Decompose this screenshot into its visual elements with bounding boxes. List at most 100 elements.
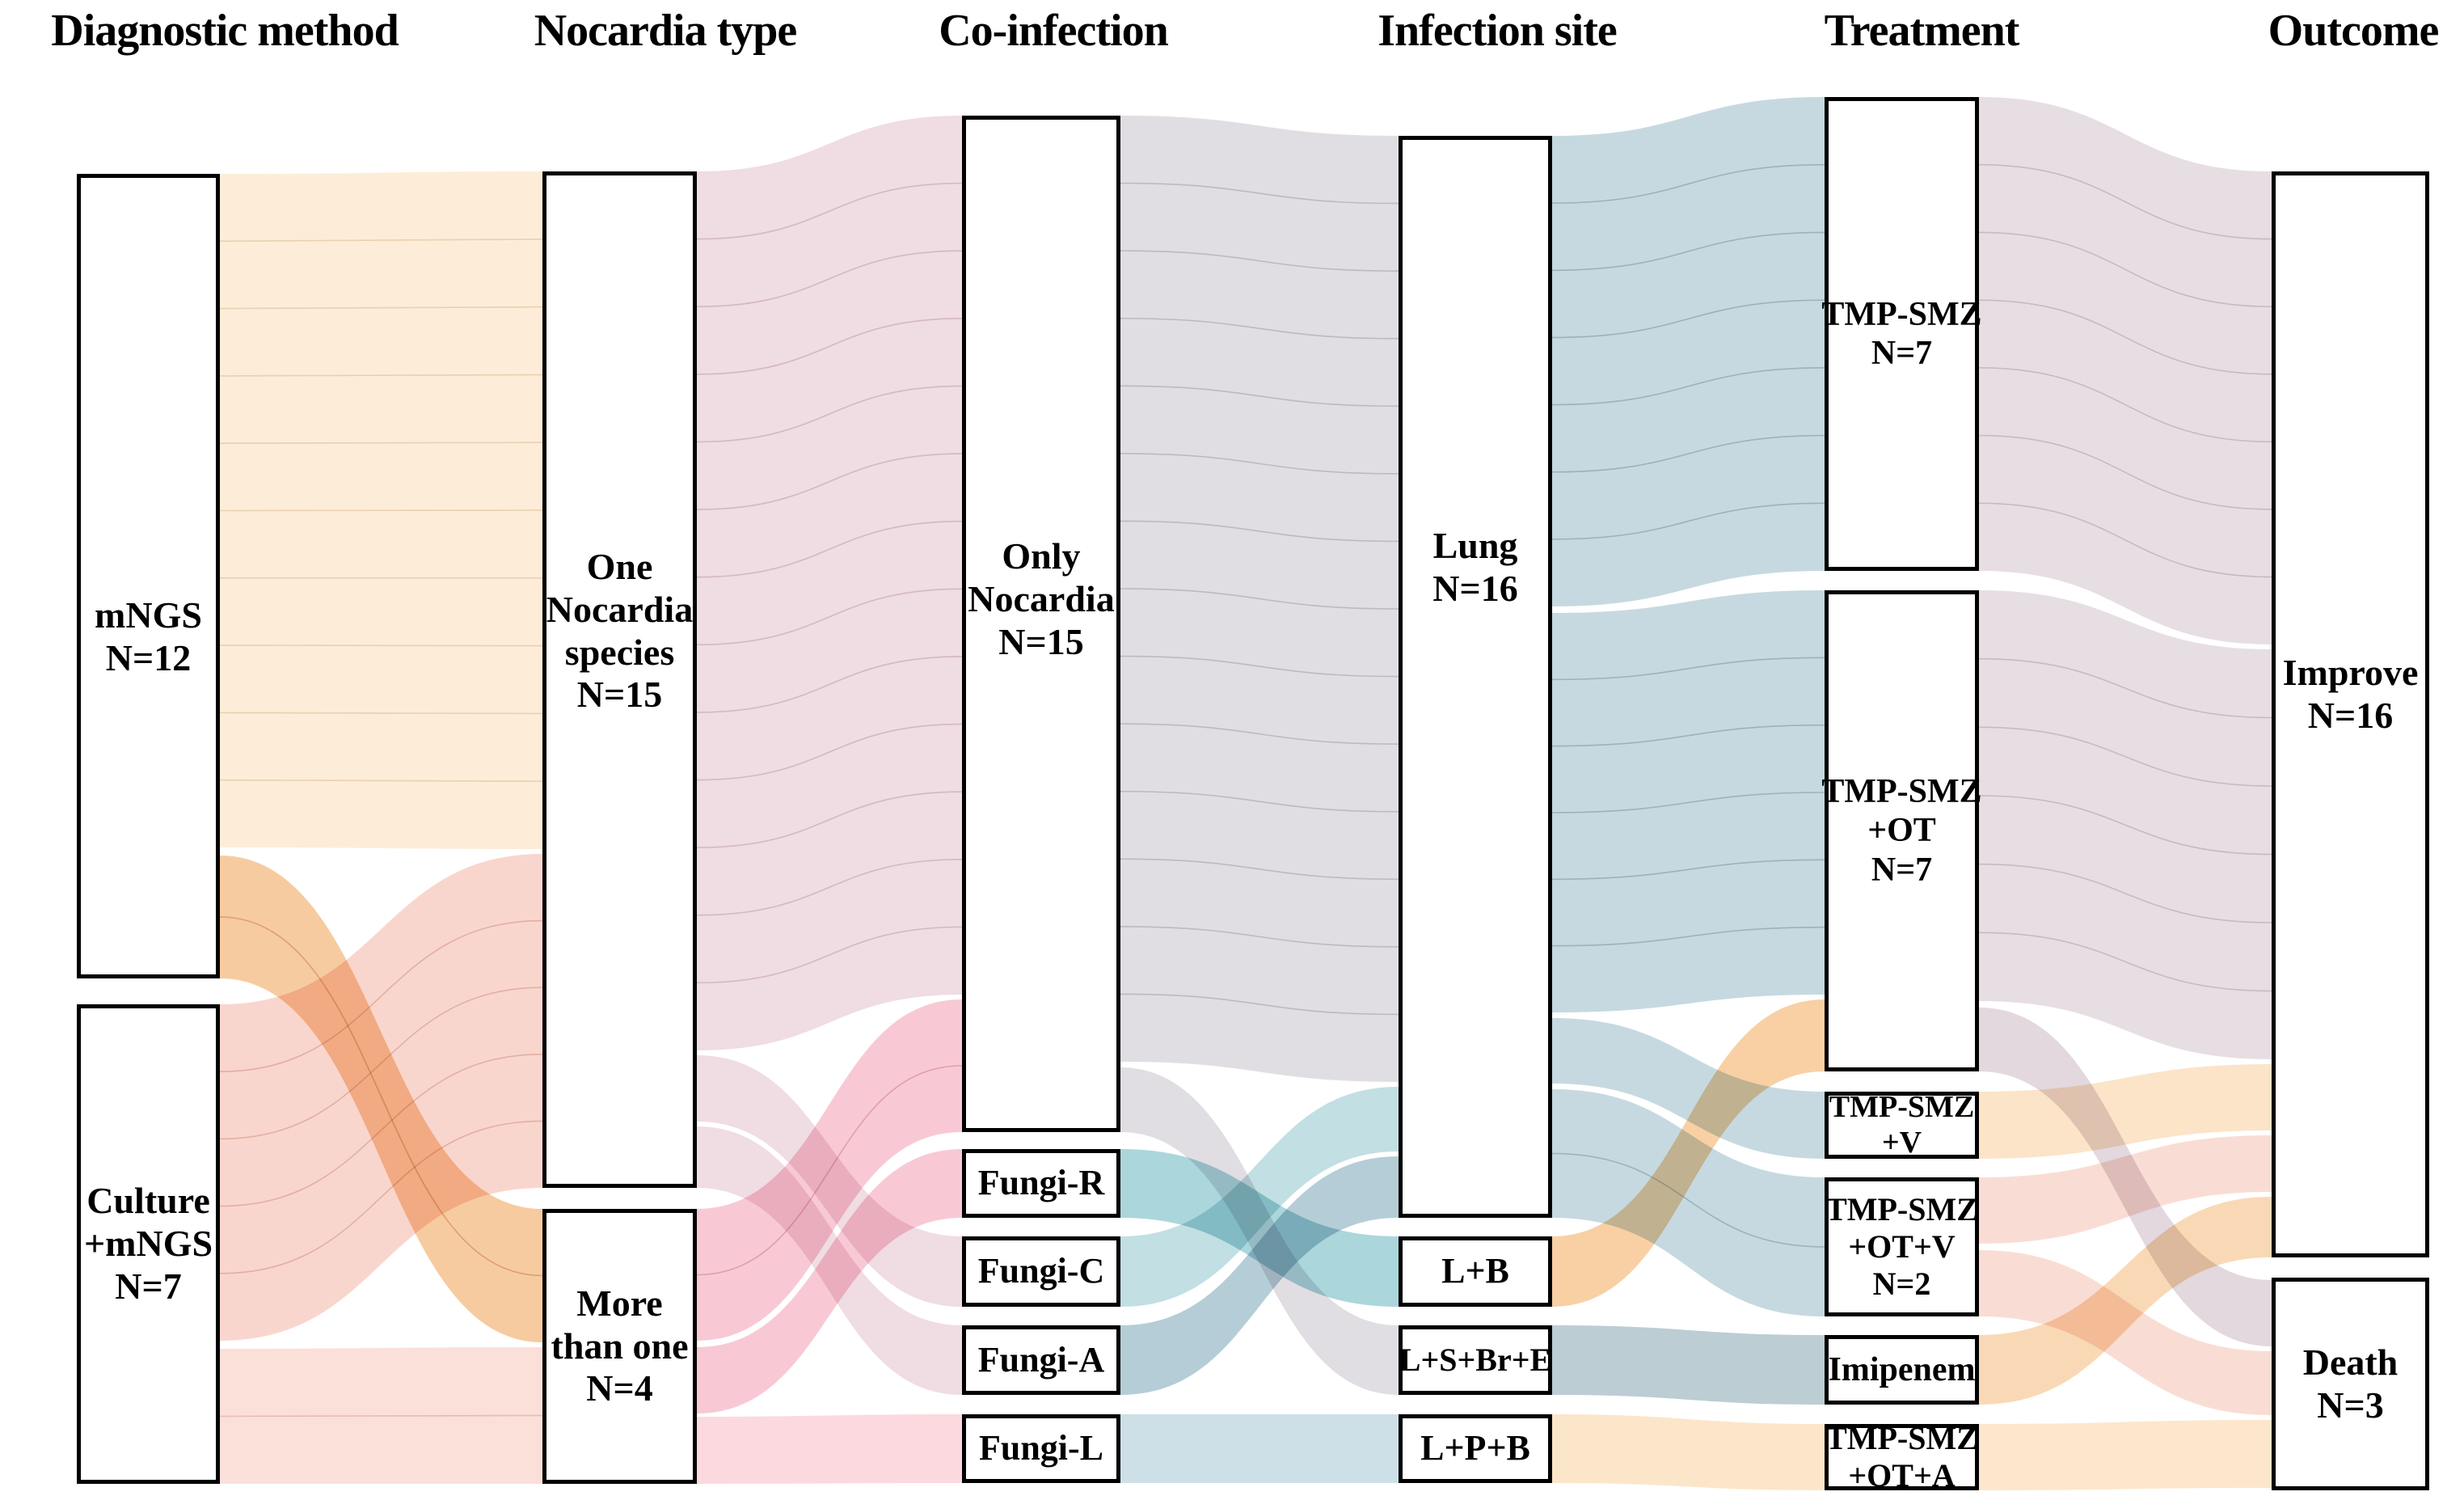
node-lpb: L+P+B	[1399, 1414, 1552, 1483]
flow-strand	[1551, 367, 1825, 406]
column-header-diagnostic-method: Diagnostic method	[51, 6, 399, 56]
flow-strand	[219, 1414, 543, 1418]
flow-strand	[1978, 726, 2272, 787]
flow-strand	[219, 442, 543, 444]
flow-strand	[219, 509, 543, 512]
flow-strand	[696, 858, 963, 916]
node-fungi_r: Fungi-R	[962, 1149, 1120, 1218]
node-one: One Nocardia species N=15	[542, 171, 697, 1188]
node-lb: L+B	[1399, 1236, 1552, 1307]
flow-strand	[1551, 792, 1825, 813]
node-fungi_l: Fungi-L	[962, 1414, 1120, 1483]
flow-strand	[1978, 299, 2272, 375]
flow-fungi_l-to-lpb	[1120, 1414, 1399, 1483]
flow-tmpotv-to-improve	[1979, 1135, 2272, 1244]
node-label-fungi_l: Fungi-L	[978, 1428, 1104, 1468]
flow-fungi_c-to-lung	[1120, 1087, 1399, 1307]
flow-lung-to-tmpot	[1552, 590, 1825, 1012]
flow-culture-to-one	[220, 854, 542, 1341]
flow-strand	[696, 385, 963, 443]
node-more: More than one N=4	[542, 1209, 697, 1484]
flow-strand	[696, 520, 963, 578]
flow-strand	[1978, 434, 2272, 510]
flow-strand	[1978, 367, 2272, 443]
flow-strand	[696, 318, 963, 375]
node-mngs: mNGS N=12	[77, 174, 220, 978]
flow-lung-to-tmp	[1552, 97, 1825, 606]
node-label-lung: Lung N=16	[1432, 525, 1518, 609]
flow-strand	[696, 926, 963, 984]
node-label-lb: L+B	[1441, 1251, 1509, 1291]
column-header-nocardia-type: Nocardia type	[534, 6, 798, 56]
column-header-infection-site: Infection site	[1378, 6, 1618, 56]
flow-strand	[1551, 926, 1825, 947]
column-header-outcome: Outcome	[2268, 6, 2440, 56]
flow-tmpv-to-improve	[1979, 1064, 2272, 1159]
node-label-more: More than one N=4	[551, 1282, 689, 1409]
flow-strand	[219, 306, 543, 310]
flow-strand	[1120, 520, 1399, 543]
node-label-lpb: L+P+B	[1420, 1428, 1530, 1468]
flow-strand	[696, 1065, 963, 1276]
flow-strand	[1120, 993, 1399, 1016]
flow-strand	[1120, 723, 1399, 745]
flow-more-to-fungi_l	[697, 1414, 962, 1484]
flow-strand	[219, 779, 543, 782]
flow-strand	[219, 987, 543, 1140]
node-improve: Improve N=16	[2272, 171, 2429, 1257]
flow-strand	[1551, 1152, 1825, 1248]
flow-strand	[1978, 795, 2272, 856]
node-tmpot: TMP-SMZ +OT N=7	[1821, 590, 1982, 1071]
flow-strand	[1120, 790, 1399, 813]
node-only: Only Nocardia N=15	[962, 116, 1120, 1132]
node-tmpota: TMP-SMZ +OT+A	[1825, 1420, 1979, 1494]
flow-strand	[1978, 657, 2272, 719]
flow-strand	[1551, 859, 1825, 881]
node-tmp: TMP-SMZ N=7	[1821, 97, 1982, 571]
flow-strand	[1120, 250, 1399, 272]
node-label-only: Only Nocardia N=15	[968, 535, 1115, 662]
node-label-tmpotv: TMP-SMZ +OT+V N=2	[1825, 1191, 1978, 1302]
flow-strand	[1551, 231, 1825, 272]
node-death: Death N=3	[2272, 1278, 2429, 1490]
node-label-one: One Nocardia species N=15	[546, 545, 694, 716]
flow-strand	[1978, 502, 2272, 578]
flow-strand	[696, 250, 963, 308]
node-fungi_c: Fungi-C	[962, 1236, 1120, 1307]
node-label-tmpot: TMP-SMZ +OT N=7	[1821, 773, 1982, 889]
flow-strand	[1551, 163, 1825, 204]
flow-strand	[1551, 657, 1825, 681]
flow-lsbre-to-imipenem	[1552, 1325, 1825, 1405]
node-label-tmpv: TMP-SMZ +V	[1829, 1089, 1975, 1160]
flow-strand	[219, 712, 543, 715]
flow-lb-to-tmpot	[1552, 999, 1825, 1307]
flow-strand	[219, 239, 543, 243]
flow-strand	[1551, 299, 1825, 339]
flow-strand	[1978, 932, 2272, 992]
flow-one-to-only	[697, 116, 962, 1050]
flow-more-to-fungi_r	[697, 1149, 962, 1413]
node-tmpotv: TMP-SMZ +OT+V N=2	[1825, 1177, 1979, 1316]
flow-strand	[219, 1120, 543, 1274]
flow-strand	[696, 588, 963, 646]
flow-strand	[696, 723, 963, 781]
node-label-improve: Improve N=16	[2282, 651, 2419, 736]
flow-strand	[696, 656, 963, 713]
node-label-tmpota: TMP-SMZ +OT+A	[1825, 1420, 1978, 1494]
flow-strand	[1120, 655, 1399, 678]
column-header-co-infection: Co-infection	[939, 6, 1169, 56]
node-tmpv: TMP-SMZ +V	[1825, 1089, 1979, 1160]
flow-strand	[1551, 434, 1825, 473]
node-label-imipenem: Imipenem	[1828, 1350, 1976, 1388]
node-label-fungi_c: Fungi-C	[977, 1251, 1105, 1291]
node-label-mngs: mNGS N=12	[95, 594, 202, 678]
flow-strand	[1120, 317, 1399, 340]
node-label-tmp: TMP-SMZ N=7	[1821, 295, 1982, 372]
flow-strand	[696, 182, 963, 240]
flow-strand	[219, 644, 543, 647]
node-label-culture: Culture +mNGS N=7	[83, 1180, 213, 1307]
node-label-lsbre: L+S+Br+E	[1399, 1342, 1552, 1378]
flow-strand	[1978, 863, 2272, 923]
flow-lung-to-tmpotv	[1552, 1089, 1825, 1316]
flow-strand	[1551, 724, 1825, 747]
